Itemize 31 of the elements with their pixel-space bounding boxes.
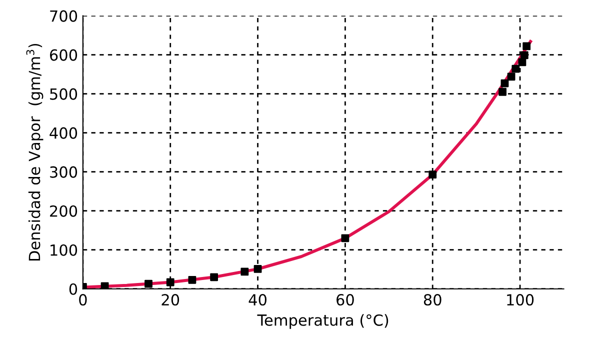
point (500, 79, 509, 88)
point (428, 170, 437, 179)
y-tick-label: 400 (50, 127, 78, 139)
x-tick-label: 40 (248, 294, 266, 306)
point (254, 265, 262, 273)
x-axis-title: Temperatura (°C) (257, 314, 388, 329)
point (210, 273, 218, 282)
point (498, 88, 506, 96)
y-tick-label: 100 (50, 244, 78, 256)
x-tick-label: 0 (79, 294, 87, 306)
point (522, 42, 531, 50)
point (188, 276, 196, 284)
y-tick-label: 200 (50, 205, 78, 217)
x-tick-label: 100 (507, 294, 534, 306)
x-tick-label: 20 (162, 294, 180, 306)
point (512, 64, 520, 73)
x-tick-label: 60 (336, 294, 354, 306)
point (341, 234, 350, 242)
point (507, 72, 516, 81)
y-tick-label: 300 (50, 166, 78, 178)
point (166, 278, 174, 286)
y-tick-label: 600 (50, 49, 78, 61)
point (144, 280, 152, 288)
y-tick-label: 700 (50, 10, 78, 22)
point (240, 268, 249, 276)
y-axis-title: Densidad de Vapor (gm/m$^{3}$) (26, 44, 44, 261)
y-tick-label: 500 (50, 88, 78, 100)
point (520, 51, 528, 60)
x-tick-label: 80 (424, 294, 442, 306)
point (100, 282, 109, 289)
y-tick-label: 0 (69, 283, 78, 295)
